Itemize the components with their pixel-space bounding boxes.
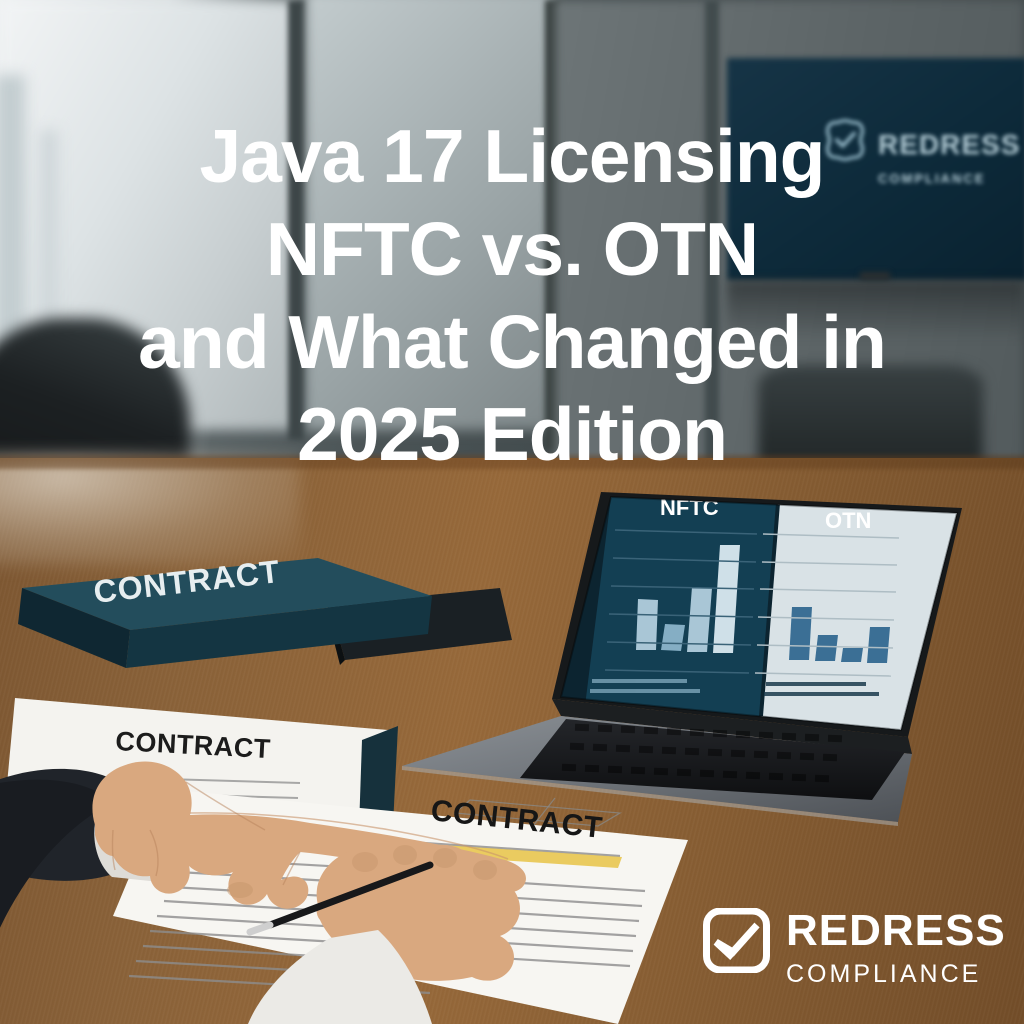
svg-text:OTN: OTN	[825, 508, 871, 533]
